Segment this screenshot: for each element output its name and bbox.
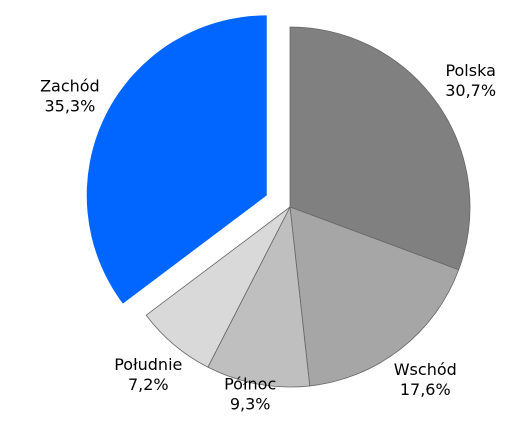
slice-label: Wschód (394, 360, 457, 379)
pie-slice (207, 205, 311, 388)
slice-label: Zachód (40, 77, 100, 96)
slice-label: Północ (224, 375, 276, 394)
slice-value-label: 30,7% (445, 81, 496, 100)
slice-value-label: 35,3% (44, 97, 95, 116)
pie-slice (289, 206, 460, 387)
slice-value-label: 17,6% (400, 380, 451, 399)
slice-value-label: 7,2% (128, 375, 169, 394)
slice-label: Południe (114, 355, 182, 374)
pie-slice (289, 26, 471, 271)
pie-slice (145, 206, 291, 368)
slice-label: Polska (445, 61, 495, 80)
slice-value-label: 9,3% (230, 395, 271, 414)
pie-slice (86, 15, 267, 304)
